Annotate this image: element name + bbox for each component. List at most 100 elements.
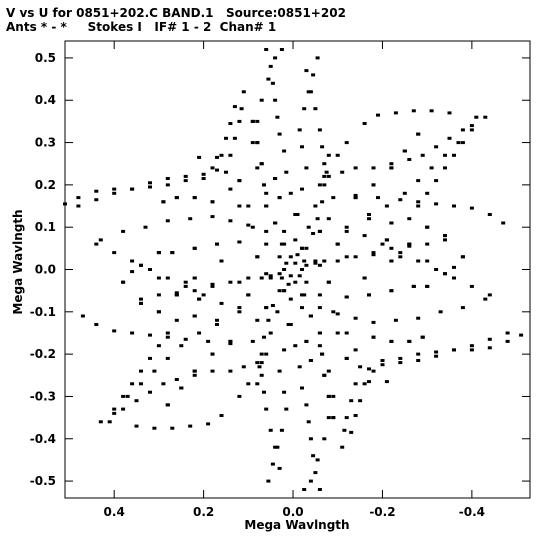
uv-point [210, 166, 215, 170]
uv-point [286, 323, 291, 326]
uv-point [317, 488, 322, 491]
uv-point [389, 259, 394, 263]
x-tick-label: -0.2 [369, 505, 395, 519]
uv-point [228, 339, 233, 343]
uv-point [183, 284, 188, 288]
x-tick-label: 0.4 [104, 505, 125, 519]
uv-point [320, 145, 325, 149]
uv-point [201, 177, 206, 180]
uv-point [302, 259, 307, 263]
uv-point [353, 196, 358, 200]
uv-point [335, 153, 340, 157]
uv-point [320, 200, 325, 204]
uv-point [519, 333, 524, 337]
uv-point [259, 361, 264, 365]
uv-point [255, 166, 260, 170]
uv-point [210, 369, 215, 373]
uv-point [262, 183, 266, 187]
uv-point [353, 193, 358, 197]
uv-point [308, 90, 313, 94]
uv-point [148, 185, 152, 189]
uv-point [264, 306, 269, 310]
uv-point [353, 414, 358, 417]
x-tick-label: -0.4 [459, 505, 485, 519]
uv-point [443, 234, 447, 238]
uv-point [402, 149, 407, 153]
chart-title: V vs U for 0851+202.C BAND.1 Source:0851… [6, 6, 346, 20]
uv-point [456, 141, 461, 145]
uv-point [317, 306, 322, 310]
uv-point [286, 282, 291, 286]
uv-point [170, 426, 175, 430]
uv-point [206, 339, 211, 343]
uv-point [188, 424, 193, 428]
x-tick-label: 0.0 [282, 505, 303, 519]
axis-tick-labels: 0.4 0.2 0.0 -0.2 -0.4 0.5 0.4 0.3 0.2 0.1 0.0 -0.1 -… [30, 51, 485, 519]
uv-point [313, 107, 318, 111]
uv-point [416, 359, 421, 362]
uv-point [469, 128, 474, 132]
y-tick-label: 0.4 [35, 93, 56, 107]
y-tick-label: -0.5 [30, 474, 56, 488]
uv-point [308, 359, 313, 362]
uv-point [76, 196, 81, 200]
uv-point [266, 318, 271, 322]
uv-point [434, 354, 439, 358]
uv-point [134, 424, 139, 428]
uv-point [317, 183, 322, 187]
uv-point [443, 238, 447, 242]
uv-point [384, 238, 389, 242]
uv-point [302, 107, 307, 111]
uv-point [259, 162, 264, 166]
uv-point [228, 219, 233, 223]
uv-point [384, 380, 389, 384]
uv-point [326, 369, 331, 373]
uv-point [322, 259, 327, 263]
uv-point [460, 255, 465, 259]
uv-point [148, 181, 152, 185]
uv-point [279, 428, 284, 432]
uv-point [344, 141, 349, 145]
y-tick-label: -0.3 [30, 389, 56, 403]
uv-point [293, 280, 298, 284]
uv-point [293, 261, 298, 265]
uv-point [371, 335, 376, 339]
uv-point [241, 365, 246, 369]
uv-point [358, 399, 363, 403]
uv-point [262, 335, 266, 339]
uv-point [148, 333, 152, 337]
uv-point [255, 382, 260, 386]
uv-point [371, 251, 376, 255]
uv-point [344, 255, 349, 259]
uv-point [246, 223, 251, 227]
uv-point [152, 426, 157, 430]
uv-point [469, 284, 474, 288]
uv-point [331, 394, 336, 398]
uv-point [152, 369, 157, 373]
uv-point [358, 365, 363, 369]
uv-point [402, 191, 407, 195]
uv-point [335, 242, 340, 246]
uv-point [183, 179, 188, 183]
uv-point [250, 141, 255, 145]
uv-point [308, 314, 313, 318]
y-tick-label: -0.4 [30, 432, 56, 446]
uv-point [326, 174, 331, 178]
uv-point [460, 128, 465, 132]
uv-point [130, 270, 135, 274]
uv-point [313, 261, 318, 265]
uv-point [98, 238, 103, 242]
uv-point [469, 124, 474, 128]
uv-point [273, 56, 278, 60]
uv-point [371, 183, 376, 187]
uv-point [322, 162, 327, 166]
uv-point [277, 289, 282, 293]
uv-point [259, 276, 264, 280]
uv-point [264, 48, 269, 51]
uv-point [452, 276, 456, 280]
uv-point [505, 339, 510, 343]
uv-point [429, 166, 434, 170]
uv-point [130, 259, 135, 263]
uv-point [317, 229, 322, 233]
